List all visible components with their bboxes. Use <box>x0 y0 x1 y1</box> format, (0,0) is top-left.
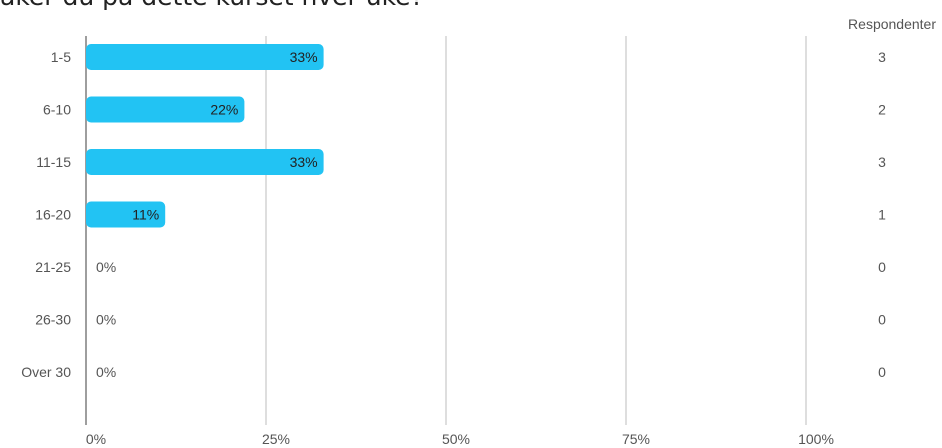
bar <box>86 201 166 228</box>
respondent-count: 0 <box>878 364 886 380</box>
respondent-count: 0 <box>878 259 886 275</box>
bar <box>86 44 324 70</box>
category-label: 11-15 <box>36 154 71 170</box>
category-label: 16-20 <box>35 207 71 223</box>
respondent-count: 3 <box>878 49 886 65</box>
respondent-count: 1 <box>878 207 886 223</box>
bar-value-label: 33% <box>290 49 318 65</box>
category-label: Over 30 <box>21 364 71 380</box>
x-tick-label: 100% <box>798 431 834 447</box>
respondent-count: 2 <box>878 102 886 118</box>
category-label: 21-25 <box>35 259 71 275</box>
x-tick-label: 25% <box>262 431 290 447</box>
bar-value-label: 22% <box>210 102 238 118</box>
x-tick-label: 75% <box>622 431 650 447</box>
respondent-count: 0 <box>878 312 886 328</box>
x-tick-label: 50% <box>442 431 470 447</box>
bar-value-label: 33% <box>290 154 318 170</box>
category-label: 1-5 <box>51 49 71 65</box>
bar <box>86 96 245 123</box>
bar-value-label: 0% <box>96 312 116 328</box>
chart-title: aker du på dette kurset hver uke? <box>0 0 424 11</box>
bar-value-label: 11% <box>132 207 159 223</box>
bar-value-label: 0% <box>96 259 116 275</box>
respondents-header: Respondenter <box>848 16 936 32</box>
respondent-count: 3 <box>878 154 886 170</box>
category-label: 6-10 <box>43 102 71 118</box>
category-label: 26-30 <box>35 312 71 328</box>
bar <box>86 149 324 175</box>
bar-value-label: 0% <box>96 364 116 380</box>
x-tick-label: 0% <box>86 431 106 447</box>
